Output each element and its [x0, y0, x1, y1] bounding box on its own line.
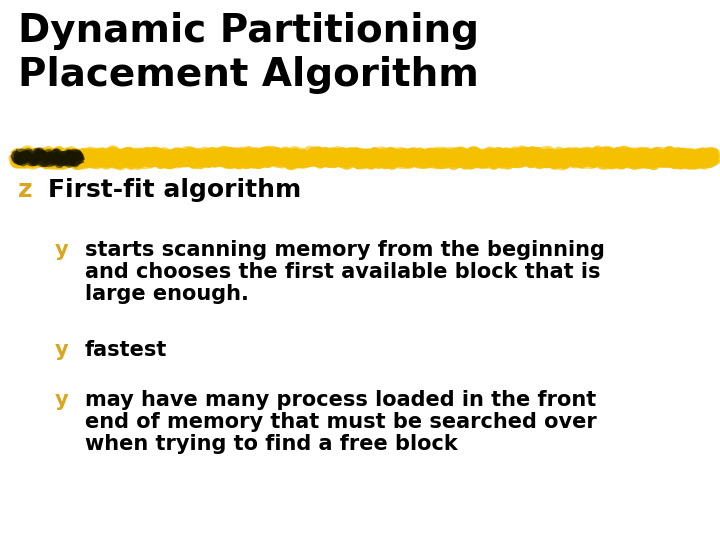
Text: starts scanning memory from the beginning: starts scanning memory from the beginnin…	[85, 240, 605, 260]
Text: fastest: fastest	[85, 340, 167, 360]
Text: when trying to find a free block: when trying to find a free block	[85, 434, 458, 454]
Text: z: z	[18, 178, 32, 202]
Text: large enough.: large enough.	[85, 284, 249, 304]
Text: end of memory that must be searched over: end of memory that must be searched over	[85, 412, 597, 432]
Text: First-fit algorithm: First-fit algorithm	[48, 178, 301, 202]
Text: y: y	[55, 240, 68, 260]
Text: Dynamic Partitioning
Placement Algorithm: Dynamic Partitioning Placement Algorithm	[18, 12, 479, 94]
Text: may have many process loaded in the front: may have many process loaded in the fron…	[85, 390, 596, 410]
Text: y: y	[55, 390, 68, 410]
Text: y: y	[55, 340, 68, 360]
Text: and chooses the first available block that is: and chooses the first available block th…	[85, 262, 600, 282]
